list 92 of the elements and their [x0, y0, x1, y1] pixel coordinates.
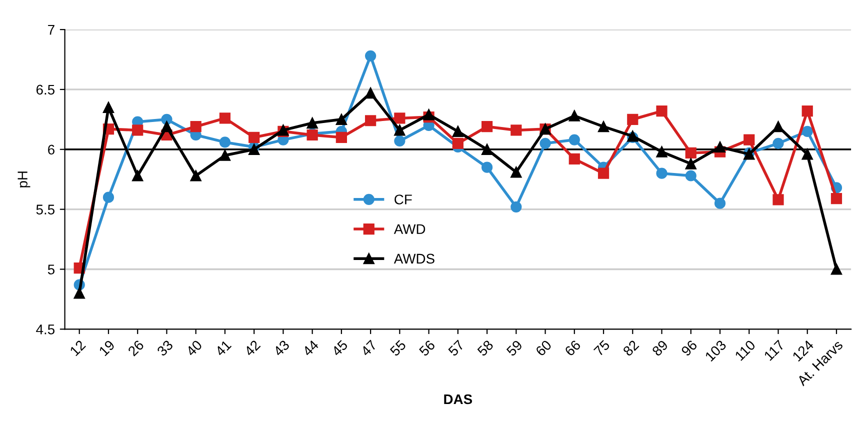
point: [772, 138, 784, 149]
point: [219, 150, 231, 161]
point: [365, 88, 376, 99]
x-tick-label: 55: [390, 340, 406, 357]
y-tick-label: 6.5: [36, 84, 54, 95]
legend-label: AWD: [394, 224, 426, 234]
legend-label: CF: [394, 194, 412, 204]
y-axis-title: pH: [18, 172, 30, 188]
x-tick-label: 26: [127, 340, 144, 357]
point: [74, 288, 85, 299]
point: [772, 121, 784, 132]
point: [190, 121, 202, 132]
point: [656, 146, 668, 158]
point: [510, 124, 522, 136]
point: [423, 109, 434, 120]
x-tick-label: 33: [156, 340, 174, 357]
point: [132, 170, 144, 182]
point: [481, 144, 493, 155]
point: [772, 194, 784, 206]
x-tick-label: 89: [652, 340, 669, 357]
point: [102, 192, 114, 203]
x-tick-label: 41: [214, 340, 232, 357]
point: [394, 135, 406, 147]
legend-label: AWDS: [394, 254, 434, 264]
x-tick-label: 124: [792, 339, 814, 362]
point: [802, 105, 813, 117]
point: [394, 112, 406, 124]
x-tick-label: 47: [360, 340, 378, 357]
x-tick-label: 110: [734, 340, 756, 362]
x-tick-label: 58: [476, 340, 494, 357]
point: [190, 170, 202, 182]
point: [685, 147, 696, 159]
point: [685, 170, 696, 182]
point: [568, 110, 580, 122]
x-tick-label: 57: [448, 340, 465, 357]
point: [306, 117, 318, 129]
point: [627, 114, 638, 125]
point: [102, 102, 114, 113]
y-tick-label: 6: [48, 144, 54, 155]
x-tick-label: 82: [622, 340, 640, 357]
point: [394, 124, 406, 136]
point: [510, 201, 522, 212]
point: [481, 121, 493, 132]
point: [161, 121, 172, 132]
point: [336, 132, 347, 143]
x-tick-label: 66: [564, 340, 582, 357]
y-tick-label: 7: [48, 25, 54, 35]
point: [132, 124, 144, 136]
x-axis-title: DAS: [444, 394, 472, 404]
point: [481, 162, 493, 173]
point: [452, 138, 464, 149]
point: [802, 126, 813, 137]
point: [568, 153, 580, 165]
point: [685, 158, 696, 170]
x-tick-label: 45: [331, 340, 348, 357]
point: [598, 168, 610, 179]
x-tick-label: 60: [535, 340, 552, 357]
point: [830, 192, 842, 204]
x-tick-label: 12: [69, 340, 86, 356]
point: [744, 134, 755, 146]
x-tick-label: 42: [244, 340, 261, 357]
x-tick-label: 59: [506, 340, 523, 357]
point: [336, 114, 347, 125]
y-tick-label: 4.5: [36, 324, 54, 334]
x-tick-label: 44: [302, 340, 320, 357]
point: [714, 198, 726, 209]
point: [598, 121, 610, 132]
point: [452, 126, 464, 137]
x-tick-label: 19: [98, 340, 116, 356]
point: [656, 105, 668, 117]
x-tick-label: 40: [185, 340, 203, 357]
point: [540, 138, 551, 149]
point: [568, 134, 580, 146]
point: [830, 264, 842, 275]
point: [219, 112, 231, 124]
y-tick-label: 5: [48, 264, 54, 274]
x-tick-label: 75: [593, 340, 610, 357]
point: [714, 141, 726, 153]
x-tick-label: 43: [272, 340, 290, 357]
x-tick-label: 103: [704, 340, 727, 362]
x-tick-label: 96: [680, 340, 698, 357]
x-tick-label: 117: [764, 340, 785, 361]
point: [248, 144, 260, 155]
point: [365, 115, 376, 126]
point: [510, 166, 522, 178]
y-tick-label: 5.5: [36, 204, 54, 214]
x-tick-label: 56: [418, 340, 436, 357]
point: [219, 136, 231, 148]
point: [802, 148, 813, 160]
point: [656, 168, 668, 179]
point: [365, 50, 376, 62]
point: [248, 132, 260, 143]
